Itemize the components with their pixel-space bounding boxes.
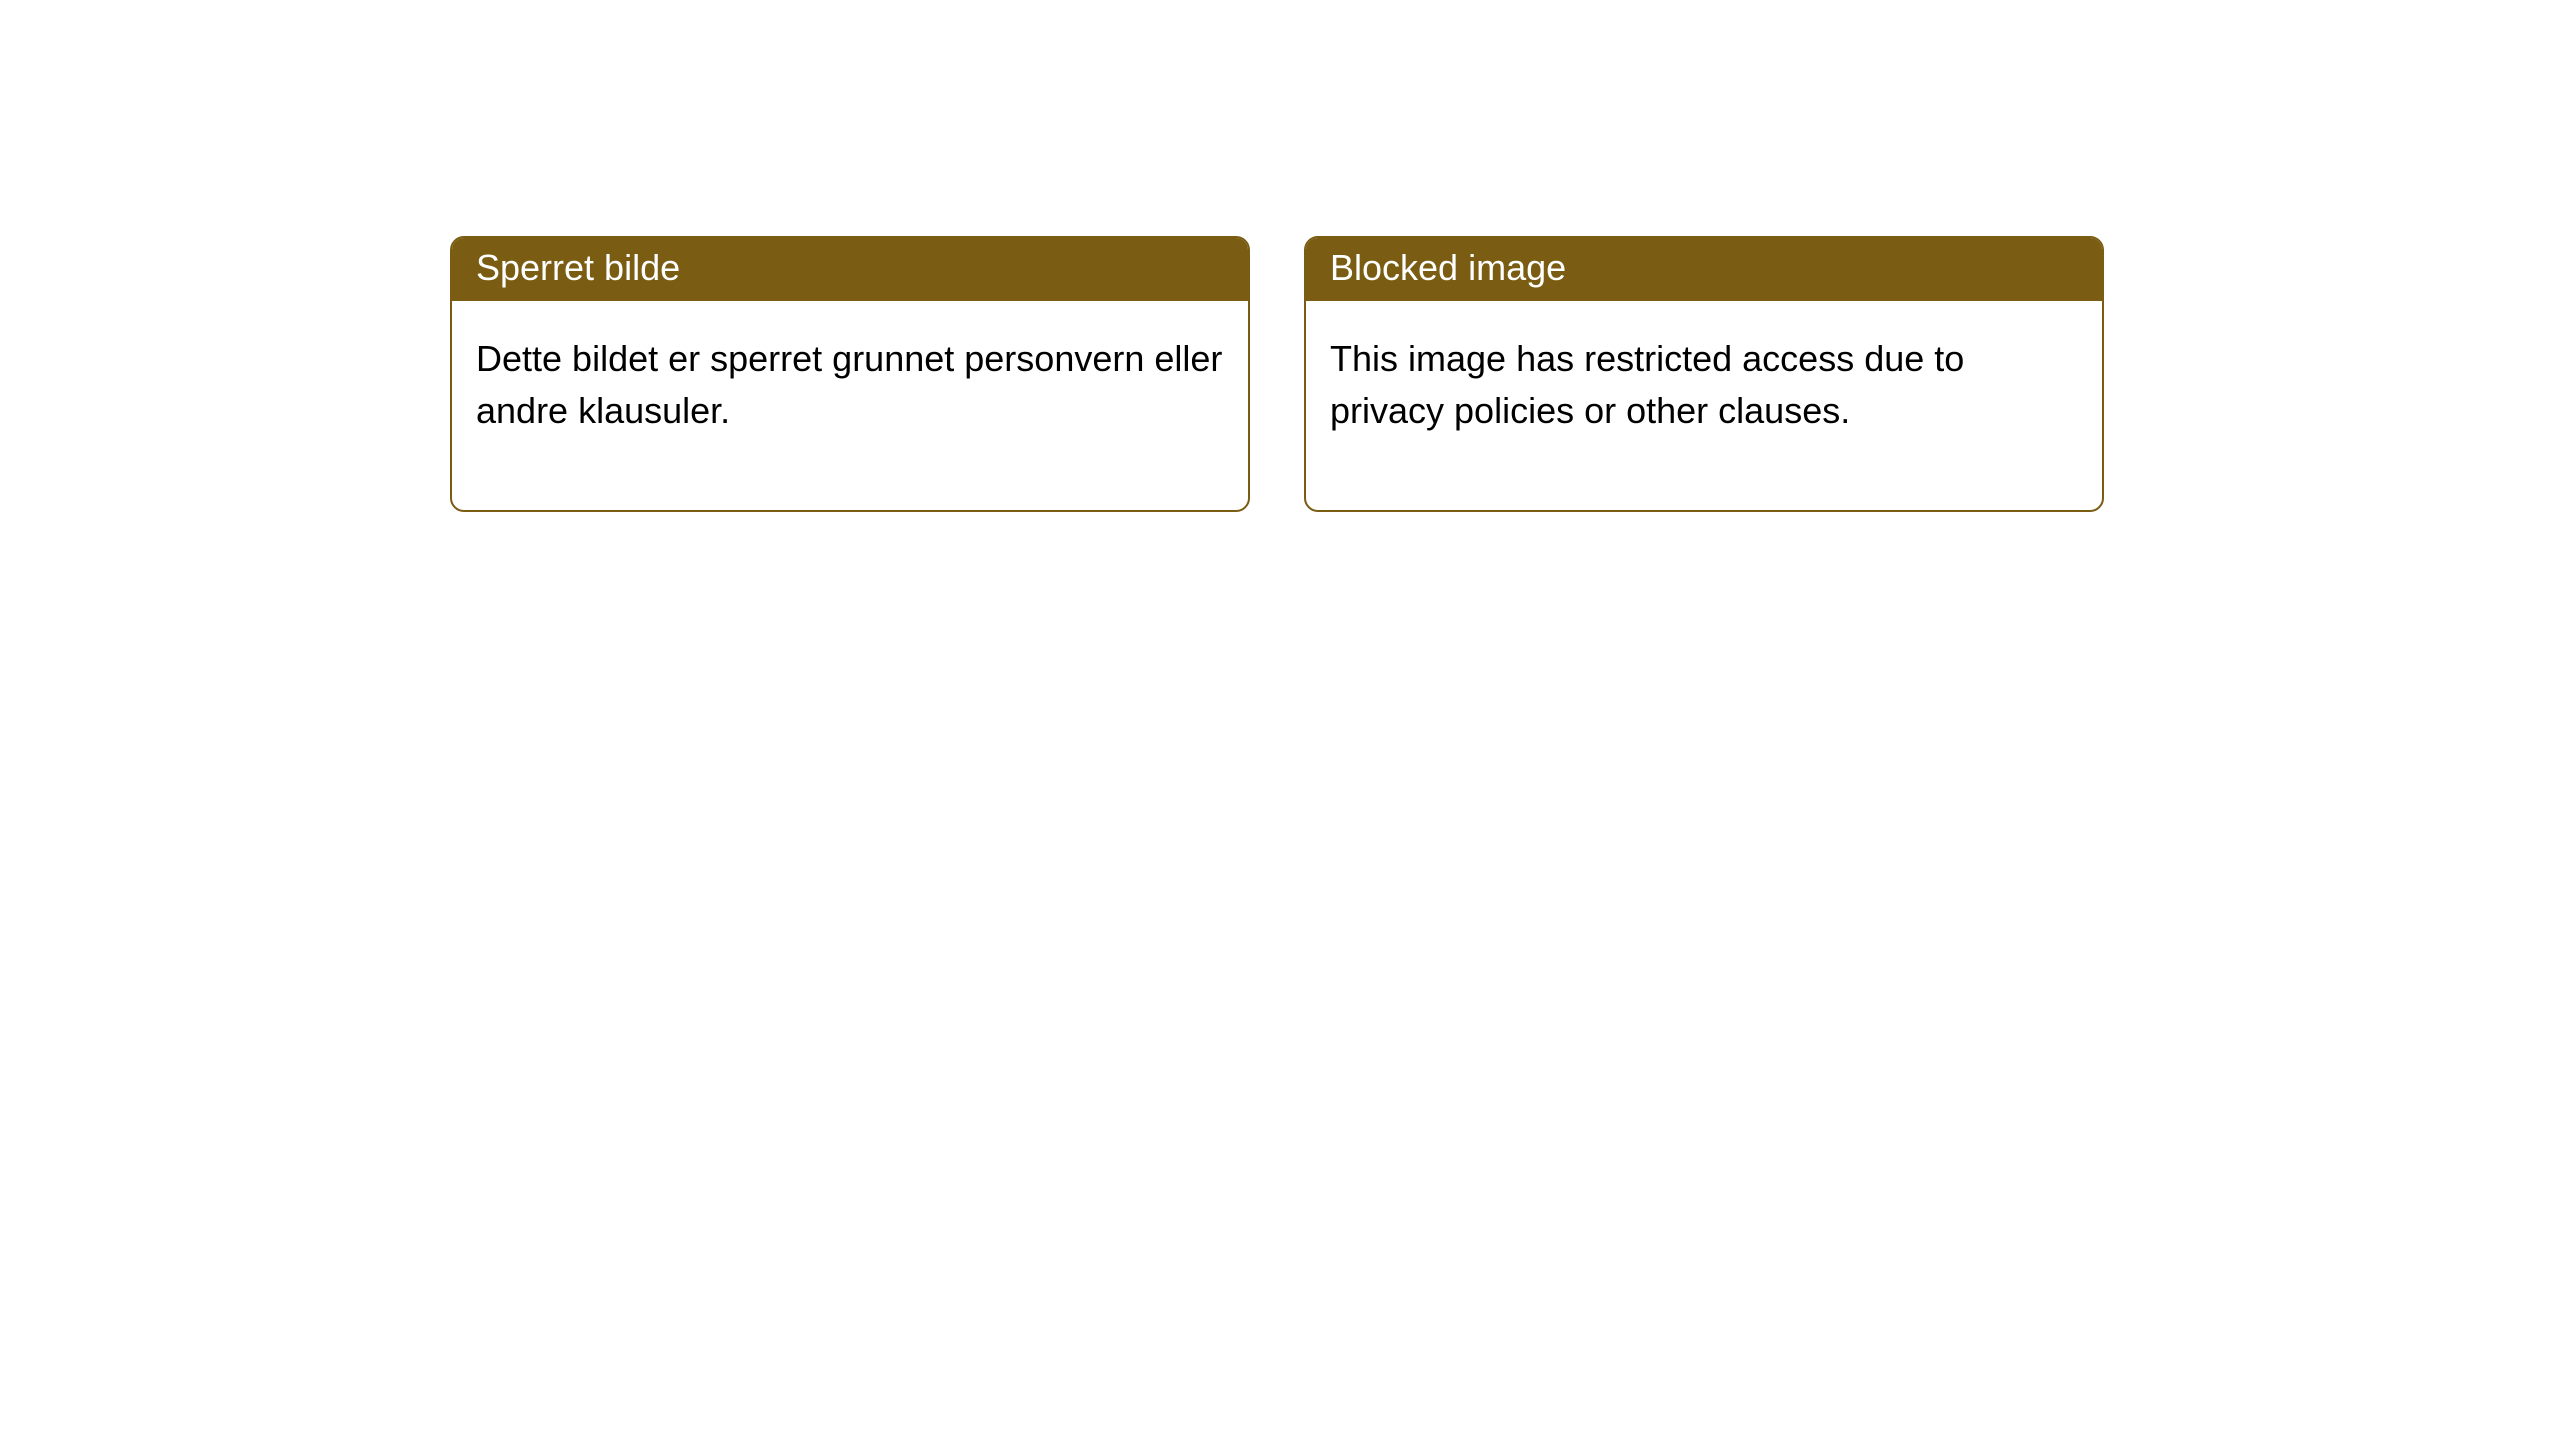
- notice-card-norwegian: Sperret bilde Dette bildet er sperret gr…: [450, 236, 1250, 512]
- notice-card-english: Blocked image This image has restricted …: [1304, 236, 2104, 512]
- notice-body: Dette bildet er sperret grunnet personve…: [452, 301, 1248, 509]
- notice-body: This image has restricted access due to …: [1306, 301, 2102, 509]
- notice-header: Sperret bilde: [452, 238, 1248, 301]
- notice-header: Blocked image: [1306, 238, 2102, 301]
- notice-container: Sperret bilde Dette bildet er sperret gr…: [450, 236, 2104, 512]
